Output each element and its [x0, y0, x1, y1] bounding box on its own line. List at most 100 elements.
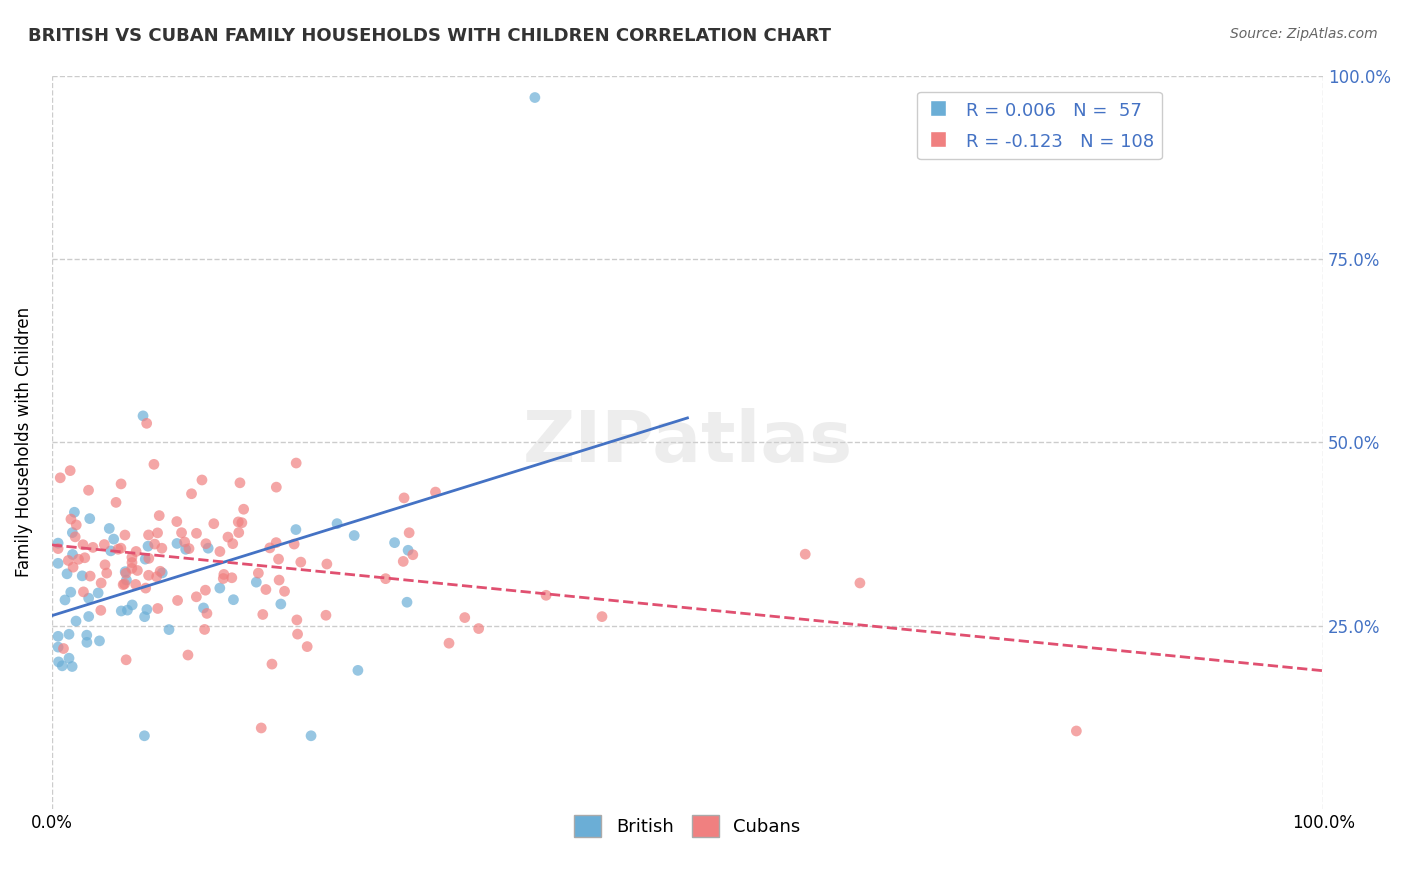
Point	[70, 569, 93, 583]
Point	[402, 548, 425, 562]
Point	[315, 557, 337, 571]
Point	[170, 525, 193, 540]
Point	[260, 657, 283, 672]
Point	[72, 585, 94, 599]
Point	[232, 502, 254, 516]
Point	[46, 541, 69, 556]
Point	[103, 532, 125, 546]
Point	[222, 536, 245, 550]
Point	[58, 553, 80, 567]
Point	[425, 485, 447, 500]
Point	[384, 535, 406, 549]
Point	[52, 641, 75, 656]
Point	[58, 627, 80, 641]
Point	[82, 541, 104, 555]
Point	[398, 525, 420, 540]
Point	[145, 570, 167, 584]
Point	[56, 566, 79, 581]
Point	[177, 648, 200, 662]
Point	[96, 566, 118, 580]
Point	[76, 635, 98, 649]
Point	[226, 515, 249, 529]
Point	[534, 588, 557, 602]
Point	[135, 417, 157, 431]
Point	[48, 655, 70, 669]
Point	[60, 525, 83, 540]
Point	[454, 610, 477, 624]
Point	[326, 516, 349, 531]
Point	[374, 572, 396, 586]
Point	[138, 528, 160, 542]
Point	[197, 541, 219, 556]
Point	[77, 591, 100, 606]
Point	[285, 613, 308, 627]
Point	[60, 659, 83, 673]
Point	[290, 555, 312, 569]
Point	[186, 590, 208, 604]
Point	[142, 458, 165, 472]
Point	[146, 601, 169, 615]
Point	[396, 543, 419, 558]
Point	[270, 597, 292, 611]
Point	[72, 538, 94, 552]
Point	[114, 565, 136, 579]
Text: BRITISH VS CUBAN FAMILY HOUSEHOLDS WITH CHILDREN CORRELATION CHART: BRITISH VS CUBAN FAMILY HOUSEHOLDS WITH …	[28, 27, 831, 45]
Point	[136, 539, 159, 553]
Point	[194, 583, 217, 598]
Point	[150, 541, 173, 556]
Point	[62, 560, 84, 574]
Point	[51, 658, 73, 673]
Point	[254, 582, 277, 597]
Point	[194, 623, 217, 637]
Point	[121, 561, 143, 575]
Point	[87, 586, 110, 600]
Point	[174, 542, 197, 557]
Point	[283, 537, 305, 551]
Point	[58, 651, 80, 665]
Point	[392, 491, 415, 505]
Point	[79, 511, 101, 525]
Point	[180, 487, 202, 501]
Text: Source: ZipAtlas.com: Source: ZipAtlas.com	[1230, 27, 1378, 41]
Point	[93, 537, 115, 551]
Point	[65, 614, 87, 628]
Point	[259, 541, 281, 555]
Text: ZIPatlas: ZIPatlas	[523, 408, 852, 477]
Point	[849, 576, 872, 591]
Point	[193, 601, 215, 615]
Point	[166, 515, 188, 529]
Point	[46, 629, 69, 643]
Point	[110, 604, 132, 618]
Point	[177, 541, 200, 556]
Point	[284, 523, 307, 537]
Point	[90, 603, 112, 617]
Point	[150, 566, 173, 580]
Point	[124, 577, 146, 591]
Point	[794, 547, 817, 561]
Point	[135, 602, 157, 616]
Point	[115, 573, 138, 587]
Point	[166, 593, 188, 607]
Point	[76, 628, 98, 642]
Point	[67, 552, 90, 566]
Point	[166, 536, 188, 550]
Point	[65, 517, 87, 532]
Point	[77, 609, 100, 624]
Point	[195, 607, 218, 621]
Point	[264, 535, 287, 549]
Point	[273, 584, 295, 599]
Point	[73, 550, 96, 565]
Point	[94, 558, 117, 572]
Point	[117, 603, 139, 617]
Point	[105, 495, 128, 509]
Point	[208, 581, 231, 595]
Point	[299, 729, 322, 743]
Point	[194, 537, 217, 551]
Point	[49, 471, 72, 485]
Point	[212, 572, 235, 586]
Point	[143, 537, 166, 551]
Point	[89, 633, 111, 648]
Point	[221, 571, 243, 585]
Point	[77, 483, 100, 498]
Legend: British, Cubans: British, Cubans	[567, 807, 807, 844]
